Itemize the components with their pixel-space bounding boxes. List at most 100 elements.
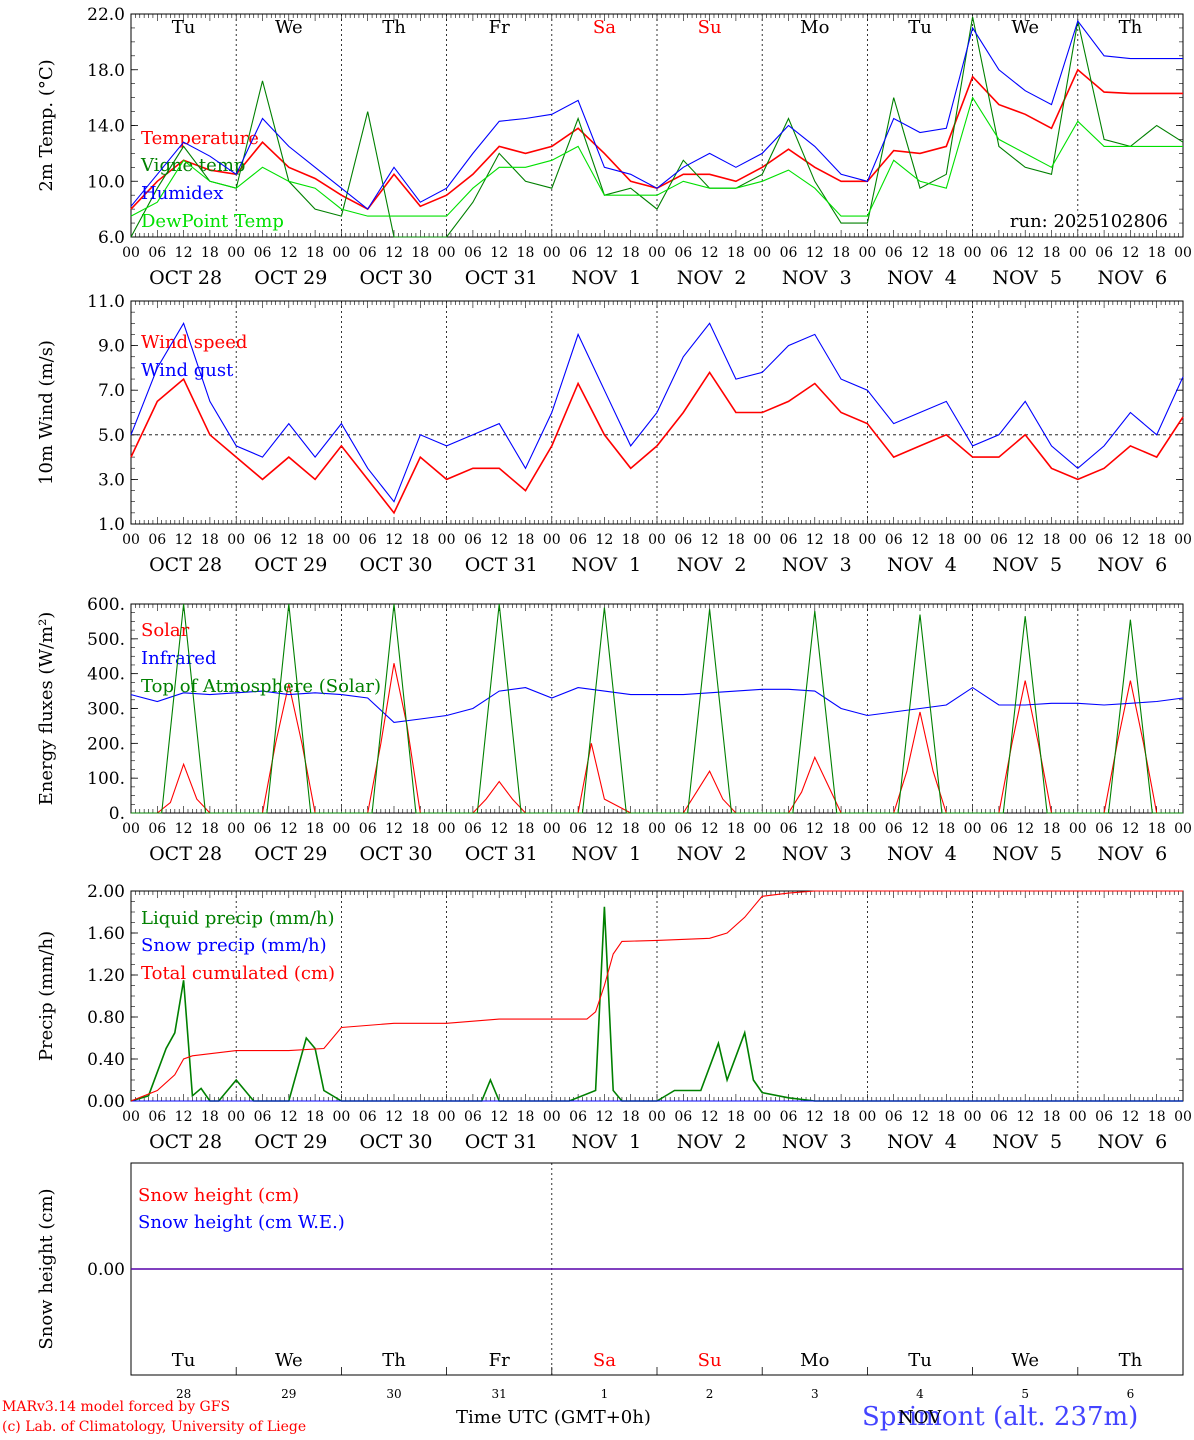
hour-label: 12 xyxy=(1016,1109,1034,1125)
hour-label: 18 xyxy=(411,1109,429,1125)
weekday-label: Mo xyxy=(800,17,829,38)
weekday-label: Tu xyxy=(172,17,196,38)
y-tick-label: 100. xyxy=(87,769,125,789)
hour-label: 18 xyxy=(622,245,640,261)
weekday-label: Tu xyxy=(908,17,932,38)
legend-entry: Snow precip (mm/h) xyxy=(141,935,327,956)
hour-label: 12 xyxy=(806,1109,824,1125)
y-tick-label: 0. xyxy=(109,804,125,824)
hour-label: 06 xyxy=(885,821,903,837)
date-label: OCT 31 xyxy=(465,554,538,576)
y-tick-label: 11.0 xyxy=(87,292,125,312)
hour-label: 18 xyxy=(937,245,955,261)
hour-label: 00 xyxy=(858,821,876,837)
hour-label: 06 xyxy=(569,821,587,837)
hour-label: 18 xyxy=(517,821,535,837)
hour-label: 12 xyxy=(701,821,719,837)
hour-label: 00 xyxy=(964,245,982,261)
legend-entry: Liquid precip (mm/h) xyxy=(141,908,335,929)
date-label: NOV 4 xyxy=(887,267,957,289)
y-tick-label: 14.0 xyxy=(87,117,125,137)
hour-label: 18 xyxy=(622,821,640,837)
panel-wind: 1.0 3.0 5.0 7.0 9.0 11.0 10m Wind (m/s) Wind sp… xyxy=(36,292,1192,576)
hour-label: 12 xyxy=(1121,1109,1139,1125)
hour-label: 06 xyxy=(464,532,482,548)
lab-credit: (c) Lab. of Climatology, University of L… xyxy=(2,1419,307,1435)
series-line-wind-gust xyxy=(130,321,1184,503)
hour-label: 00 xyxy=(964,1109,982,1125)
hour-label: 06 xyxy=(254,245,272,261)
date-label: NOV 2 xyxy=(677,843,747,865)
hour-label: 18 xyxy=(727,821,745,837)
day-number-label: 30 xyxy=(386,1387,401,1401)
y-tick-label: 5.0 xyxy=(98,426,125,446)
hour-label: 00 xyxy=(1069,532,1087,548)
series-line-wind-speed xyxy=(130,370,1184,515)
hour-label: 12 xyxy=(1016,821,1034,837)
time-axis-label: Time UTC (GMT+0h) xyxy=(456,1407,651,1428)
date-label: OCT 30 xyxy=(359,554,432,576)
hour-label: 00 xyxy=(964,821,982,837)
hour-label: 12 xyxy=(280,821,298,837)
hour-label: 12 xyxy=(280,245,298,261)
hour-label: 06 xyxy=(885,1109,903,1125)
hour-label: 06 xyxy=(148,821,166,837)
hour-label: 18 xyxy=(727,532,745,548)
date-label: NOV 6 xyxy=(1098,554,1168,576)
hour-label: 00 xyxy=(332,532,350,548)
legend-entry: Top of Atmosphere (Solar) xyxy=(141,676,381,697)
y-axis-label: 2m Temp. (°C) xyxy=(36,59,57,191)
date-label: OCT 28 xyxy=(149,267,222,289)
hour-label: 18 xyxy=(832,821,850,837)
hour-label: 00 xyxy=(1069,245,1087,261)
hour-label: 12 xyxy=(1121,532,1139,548)
date-label: NOV 1 xyxy=(572,267,642,289)
hour-label: 06 xyxy=(359,1109,377,1125)
hour-label: 18 xyxy=(201,821,219,837)
hour-label: 06 xyxy=(359,245,377,261)
weekday-label: We xyxy=(1011,1350,1039,1371)
hour-label: 00 xyxy=(1174,821,1192,837)
series-line-vigne-temp xyxy=(130,16,1184,238)
weekday-label: Fr xyxy=(489,1350,510,1371)
legend-entry: Temperature xyxy=(141,128,259,149)
date-label: NOV 4 xyxy=(887,843,957,865)
panel-energy: 0. 100. 200. 300. 400. 500. 600. Energy fluxes … xyxy=(36,595,1192,865)
date-label: NOV 1 xyxy=(572,1131,642,1153)
hour-label: 06 xyxy=(359,821,377,837)
weekday-label: Fr xyxy=(489,17,510,38)
hour-label: 06 xyxy=(569,532,587,548)
day-number-label: 6 xyxy=(1127,1387,1135,1401)
hour-label: 18 xyxy=(411,532,429,548)
y-tick-label: 10.0 xyxy=(87,172,125,192)
month-label: NOV xyxy=(898,1407,942,1428)
hour-label: 12 xyxy=(280,1109,298,1125)
hour-label: 18 xyxy=(937,532,955,548)
hour-label: 00 xyxy=(122,245,140,261)
series-line-top-of-atmosphere-solar- xyxy=(131,603,1183,814)
date-label: OCT 30 xyxy=(359,1131,432,1153)
hour-label: 00 xyxy=(332,245,350,261)
hour-label: 00 xyxy=(753,532,771,548)
hour-label: 06 xyxy=(1095,245,1113,261)
legend-entry: Vigne temp xyxy=(140,155,245,176)
hour-label: 12 xyxy=(1016,245,1034,261)
date-label: OCT 28 xyxy=(149,1131,222,1153)
hour-label: 12 xyxy=(1121,245,1139,261)
hour-label: 06 xyxy=(569,245,587,261)
date-label: OCT 29 xyxy=(254,1131,327,1153)
date-label: NOV 2 xyxy=(677,554,747,576)
weekday-label: Sa xyxy=(593,17,616,38)
hour-label: 00 xyxy=(964,532,982,548)
hour-label: 06 xyxy=(464,1109,482,1125)
legend-entry: Humidex xyxy=(141,183,223,204)
day-number-label: 3 xyxy=(811,1387,819,1401)
weekday-label: We xyxy=(275,17,303,38)
hour-label: 00 xyxy=(332,821,350,837)
y-tick-label: 3.0 xyxy=(98,470,125,490)
y-tick-label: 300. xyxy=(87,700,125,720)
series-line-dewpoint-temp xyxy=(130,96,1183,217)
hour-label: 00 xyxy=(1174,245,1192,261)
date-label: NOV 6 xyxy=(1098,843,1168,865)
hour-label: 06 xyxy=(780,1109,798,1125)
